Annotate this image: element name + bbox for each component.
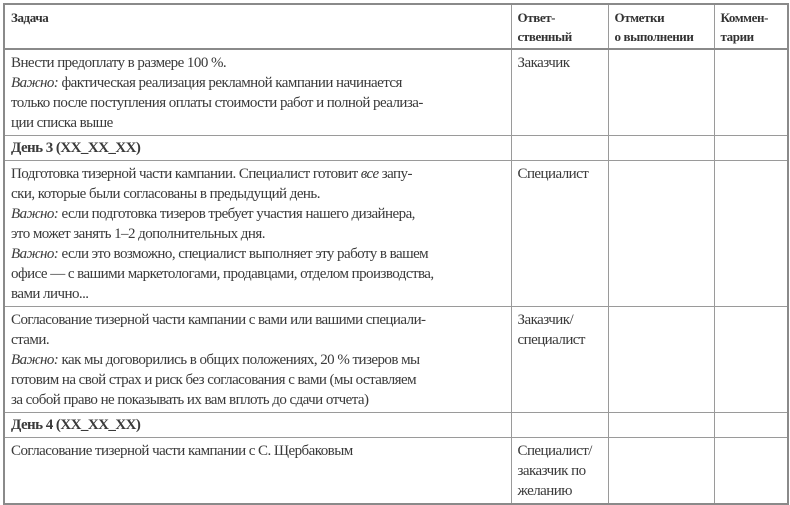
task-table: Задача Ответ-ственный Отметки о выполнении К…: [3, 3, 789, 505]
responsible-cell: [510, 412, 609, 438]
task-text: Согласование тизерной части кампании с в…: [11, 312, 426, 328]
day-title: День 3 (XX_XX_XX): [3, 135, 512, 161]
comment-cell: [713, 306, 789, 413]
task-line: стами.: [11, 330, 505, 350]
responsible-cell: Заказчик/специалист: [510, 306, 609, 413]
task-cell: Внести предоплату в размере 100 %. Важно:…: [3, 48, 512, 136]
responsible-cell: [510, 135, 609, 161]
task-text: фактическая реализация рекламной кампани…: [58, 75, 402, 91]
responsible-text: Заказчик: [517, 55, 571, 71]
done-cell: [607, 412, 715, 438]
task-line: Подготовка тизерной части кампании. Спец…: [11, 164, 505, 184]
task-line: офисе — с вашими маркетологами, продавца…: [11, 264, 505, 284]
header-task: Задача: [3, 3, 512, 50]
task-text: ции списка выше: [11, 115, 113, 131]
task-line: только после поступления оплаты стоимост…: [11, 93, 505, 113]
task-line: вами лично...: [11, 284, 505, 304]
responsible-text: Специалист/: [517, 443, 593, 459]
task-line: Согласование тизерной части кампании с в…: [11, 310, 505, 330]
day-row: День 3 (XX_XX_XX): [3, 135, 789, 161]
task-line: за собой право не показывать их вам впло…: [11, 390, 505, 410]
done-cell: [607, 437, 715, 505]
header-label-line: о выполнении: [614, 29, 694, 44]
task-text: как мы договорились в общих положениях, …: [58, 352, 420, 368]
task-line: Важно: фактическая реализация рекламной …: [11, 73, 505, 93]
task-line: Важно: если подготовка тизеров требует у…: [11, 204, 505, 224]
task-text: запу-: [378, 166, 413, 182]
comment-cell: [713, 48, 789, 136]
responsible-cell: Специалист: [510, 160, 609, 307]
responsible-cell: Заказчик: [510, 48, 609, 136]
day-title: День 4 (XX_XX_XX): [3, 412, 512, 438]
task-text: Внести предоплату в размере 100 %.: [11, 55, 227, 71]
day-row: День 4 (XX_XX_XX): [3, 412, 789, 438]
task-text: офисе — с вашими маркетологами, продавца…: [11, 266, 434, 282]
header-comments: Коммен-тарии: [713, 3, 789, 50]
task-line: Внести предоплату в размере 100 %.: [11, 53, 505, 73]
responsible-text: Заказчик/: [517, 312, 574, 328]
task-line: Важно: если это возможно, специалист вып…: [11, 244, 505, 264]
header-responsible: Ответ-ственный: [510, 3, 609, 50]
task-text: если это возможно, специалист выполняет …: [58, 246, 429, 262]
responsible-text: желанию: [517, 483, 573, 499]
header-label-line: тарии: [720, 29, 755, 44]
done-cell: [607, 160, 715, 307]
table-row: Подготовка тизерной части кампании. Спец…: [3, 160, 789, 307]
responsible-text: Специалист: [517, 166, 589, 182]
header-label-line: Отметки: [614, 10, 665, 25]
comment-cell: [713, 135, 789, 161]
task-line: ски, которые были согласованы в предыдущ…: [11, 184, 505, 204]
header-done: Отметки о выполнении: [607, 3, 715, 50]
task-line: Важно: как мы договорились в общих полож…: [11, 350, 505, 370]
task-text: только после поступления оплаты стоимост…: [11, 95, 423, 111]
header-label-line: Задача: [11, 10, 49, 25]
done-cell: [607, 306, 715, 413]
task-line: Согласование тизерной части кампании с С…: [11, 441, 505, 461]
table-row: Согласование тизерной части кампании с в…: [3, 306, 789, 413]
task-line: ции списка выше: [11, 113, 505, 133]
task-text: за собой право не показывать их вам впло…: [11, 392, 369, 408]
done-cell: [607, 48, 715, 136]
table-row: Согласование тизерной части кампании с С…: [3, 437, 789, 505]
task-text: вами лично...: [11, 286, 89, 302]
task-text: стами.: [11, 332, 50, 348]
table-header-row: Задача Ответ-ственный Отметки о выполнении К…: [3, 3, 789, 50]
task-cell: Согласование тизерной части кампании с С…: [3, 437, 512, 505]
header-label-line: Ответ-: [517, 10, 556, 25]
emphasis-text: Важно:: [11, 246, 59, 262]
header-label-line: Коммен-: [720, 10, 769, 25]
task-line: это может занять 1–2 дополнительных дня.: [11, 224, 505, 244]
task-text: это может занять 1–2 дополнительных дня.: [11, 226, 265, 242]
responsible-text: специалист: [517, 332, 586, 348]
header-label-line: ственный: [517, 29, 573, 44]
table-row: Внести предоплату в размере 100 %. Важно:…: [3, 48, 789, 136]
task-cell: Согласование тизерной части кампании с в…: [3, 306, 512, 413]
emphasis-text: все: [360, 166, 379, 182]
responsible-text: заказчик по: [517, 463, 587, 479]
responsible-cell: Специалист/заказчик по желанию: [510, 437, 609, 505]
emphasis-text: Важно:: [11, 352, 59, 368]
emphasis-text: Важно:: [11, 75, 59, 91]
task-text: Подготовка тизерной части кампании. Спец…: [11, 166, 361, 182]
comment-cell: [713, 412, 789, 438]
task-text: если подготовка тизеров требует участия …: [58, 206, 415, 222]
task-cell: Подготовка тизерной части кампании. Спец…: [3, 160, 512, 307]
comment-cell: [713, 437, 789, 505]
task-line: готовим на свой страх и риск без согласо…: [11, 370, 505, 390]
emphasis-text: Важно:: [11, 206, 59, 222]
done-cell: [607, 135, 715, 161]
comment-cell: [713, 160, 789, 307]
task-text: готовим на свой страх и риск без согласо…: [11, 372, 417, 388]
task-text: ски, которые были согласованы в предыдущ…: [11, 186, 320, 202]
task-text: Согласование тизерной части кампании с С…: [11, 443, 353, 459]
